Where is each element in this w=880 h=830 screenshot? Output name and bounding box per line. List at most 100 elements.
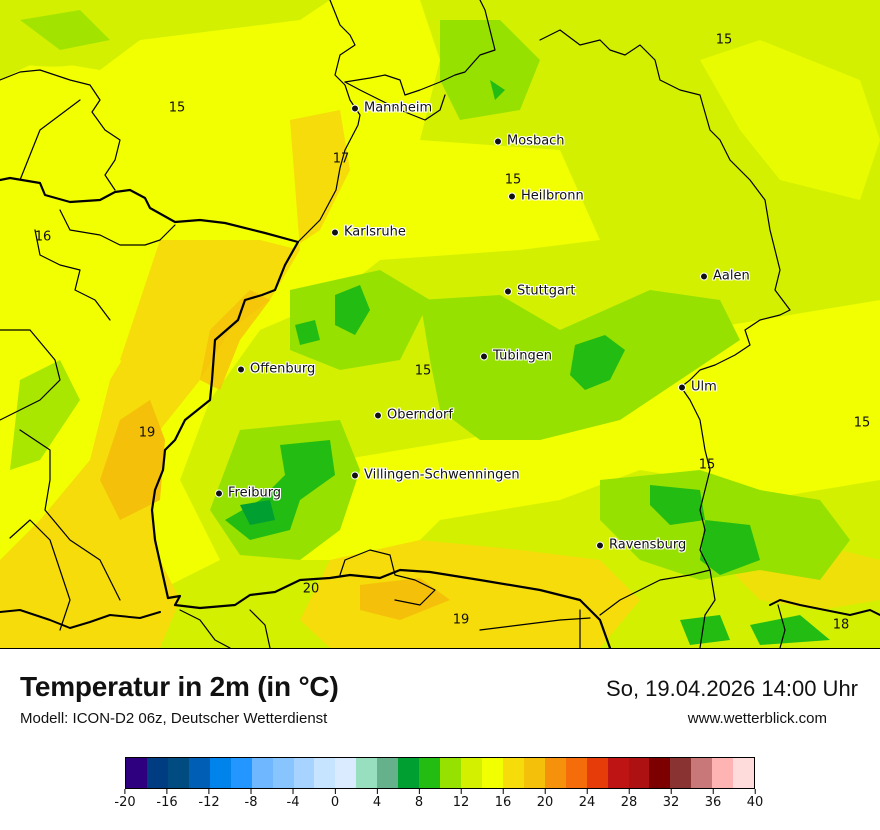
legend-color-segment xyxy=(146,758,168,788)
legend-color-segment xyxy=(586,758,608,788)
city-dot xyxy=(351,104,359,112)
tick-mark xyxy=(292,789,294,794)
model-source: Modell: ICON-D2 06z, Deutscher Wetterdie… xyxy=(20,710,328,727)
legend-tick: 40 xyxy=(746,789,764,810)
legend-color-segment xyxy=(188,758,210,788)
isoline-label: 19 xyxy=(452,612,470,628)
isoline-label: 15 xyxy=(853,415,871,431)
isoline-label: 15 xyxy=(168,100,186,116)
isoline-label: 15 xyxy=(414,363,432,379)
tick-mark xyxy=(418,789,420,794)
city-dot xyxy=(374,411,382,419)
legend-color-segment xyxy=(461,758,482,788)
tick-mark xyxy=(208,789,210,794)
isoline-label: 15 xyxy=(698,457,716,473)
city-label: Tübingen xyxy=(493,348,552,364)
legend-tick: -12 xyxy=(198,789,220,810)
city-dot xyxy=(351,471,359,479)
tick-label: -12 xyxy=(198,795,220,810)
city-label: Mannheim xyxy=(364,100,433,116)
temperature-field xyxy=(0,0,880,648)
legend-color-segment xyxy=(314,758,336,788)
isoline-label: 15 xyxy=(715,32,733,48)
legend-color-segment xyxy=(209,758,231,788)
legend-color-segment xyxy=(335,758,357,788)
city-dot xyxy=(700,272,708,280)
tick-label: 12 xyxy=(452,795,470,810)
city-marker-tuebingen: Tübingen xyxy=(480,349,552,364)
tick-mark xyxy=(376,789,378,794)
website-link[interactable]: www.wetterblick.com xyxy=(687,710,827,727)
city-marker-stuttgart: Stuttgart xyxy=(504,284,575,299)
legend-tick: 16 xyxy=(494,789,512,810)
legend-color-segment xyxy=(523,758,545,788)
city-label: Heilbronn xyxy=(521,188,584,204)
city-marker-offenburg: Offenburg xyxy=(237,362,315,377)
color-legend-ticks: -20 -16 -12 -8 -4 0 4 8 12 16 20 24 28 32 36 40 xyxy=(114,789,763,819)
city-label: Aalen xyxy=(713,268,750,284)
legend-color-segment xyxy=(356,758,378,788)
city-dot xyxy=(596,541,604,549)
legend-color-segment xyxy=(544,758,566,788)
tick-label: 4 xyxy=(372,795,382,810)
legend-tick: 32 xyxy=(662,789,680,810)
tick-label: 40 xyxy=(746,795,764,810)
legend-tick: -20 xyxy=(114,789,136,810)
isoline-label: 15 xyxy=(504,172,522,188)
city-label: Stuttgart xyxy=(517,283,576,299)
legend-tick: 0 xyxy=(331,789,339,810)
city-label: Offenburg xyxy=(250,361,316,377)
legend-color-segment xyxy=(565,758,587,788)
tick-label: 16 xyxy=(494,795,512,810)
legend-color-segment xyxy=(419,758,441,788)
city-label: Ravensburg xyxy=(609,537,687,553)
legend-color-segment xyxy=(377,758,399,788)
legend-tick: 24 xyxy=(578,789,596,810)
tick-mark xyxy=(670,789,672,794)
tick-label: -4 xyxy=(286,795,300,810)
isoline-label: 17 xyxy=(332,151,350,167)
legend-color-segment xyxy=(649,758,671,788)
legend-color-segment xyxy=(670,758,692,788)
forecast-datetime: So, 19.04.2026 14:00 Uhr xyxy=(606,676,858,701)
legend-tick: 12 xyxy=(452,789,470,810)
isoline-label: 20 xyxy=(302,581,320,597)
city-marker-mosbach: Mosbach xyxy=(494,134,565,149)
tick-label: 36 xyxy=(704,795,722,810)
tick-label: -16 xyxy=(156,795,178,810)
temperature-map: Mannheim Mosbach Heilbronn Karlsruhe Aal… xyxy=(0,0,880,649)
tick-mark xyxy=(586,789,588,794)
legend-tick: 8 xyxy=(415,789,423,810)
tick-label: 32 xyxy=(662,795,680,810)
tick-mark xyxy=(460,789,462,794)
legend-tick: 4 xyxy=(373,789,381,810)
tick-label: 28 xyxy=(620,795,638,810)
city-label: Karlsruhe xyxy=(344,224,406,240)
city-label: Villingen-Schwenningen xyxy=(364,467,520,483)
city-marker-aalen: Aalen xyxy=(700,269,750,284)
city-label: Freiburg xyxy=(228,485,282,501)
city-dot xyxy=(480,352,488,360)
legend-color-segment xyxy=(398,758,420,788)
city-marker-karlsruhe: Karlsruhe xyxy=(331,225,406,240)
city-marker-heilbronn: Heilbronn xyxy=(508,189,584,204)
legend-color-segment xyxy=(712,758,734,788)
legend-color-segment xyxy=(481,758,503,788)
tick-label: 24 xyxy=(578,795,596,810)
city-label: Ulm xyxy=(691,379,717,395)
isoline-label: 18 xyxy=(832,617,850,633)
legend-tick: 36 xyxy=(704,789,722,810)
legend-color-segment xyxy=(272,758,294,788)
city-dot xyxy=(678,383,686,391)
color-legend-bar xyxy=(125,757,755,789)
tick-label: -20 xyxy=(114,795,136,810)
city-dot xyxy=(494,137,502,145)
city-dot xyxy=(237,365,245,373)
isoline-label: 19 xyxy=(138,425,156,441)
tick-mark xyxy=(502,789,504,794)
legend-color-segment xyxy=(691,758,713,788)
legend-color-segment xyxy=(733,758,755,788)
legend-color-segment xyxy=(293,758,315,788)
city-marker-ulm: Ulm xyxy=(678,380,717,395)
legend-tick: 28 xyxy=(620,789,638,810)
